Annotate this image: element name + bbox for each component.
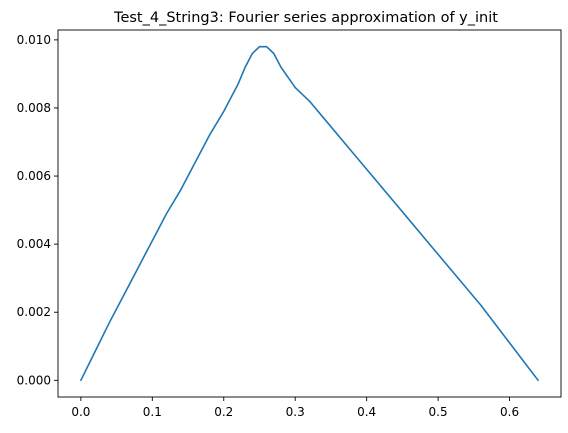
y-tick-label: 0.008 bbox=[17, 101, 51, 115]
series-line-0 bbox=[80, 45, 539, 382]
chart-title: Test_4_String3: Fourier series approxima… bbox=[113, 10, 498, 26]
x-tick-label: 0.4 bbox=[357, 405, 376, 419]
plot-area bbox=[57, 29, 562, 398]
y-tick-label: 0.002 bbox=[17, 305, 51, 319]
y-tick-label: 0.004 bbox=[17, 237, 51, 251]
axes-frame bbox=[57, 29, 562, 398]
x-tick-label: 0.2 bbox=[214, 405, 233, 419]
x-tick-label: 0.1 bbox=[143, 405, 162, 419]
y-tick-label: 0.010 bbox=[17, 33, 51, 47]
x-tick-label: 0.3 bbox=[286, 405, 305, 419]
x-tick-label: 0.6 bbox=[500, 405, 519, 419]
x-axis: 0.0 0.1 0.2 0.3 0.4 0.5 0.6 bbox=[71, 397, 519, 419]
x-tick-label: 0.5 bbox=[429, 405, 448, 419]
x-tick-label: 0.0 bbox=[71, 405, 90, 419]
y-tick-label: 0.006 bbox=[17, 169, 51, 183]
y-axis: 0.000 0.002 0.004 0.006 0.008 0.010 bbox=[17, 33, 58, 387]
y-tick-label: 0.000 bbox=[17, 373, 51, 387]
